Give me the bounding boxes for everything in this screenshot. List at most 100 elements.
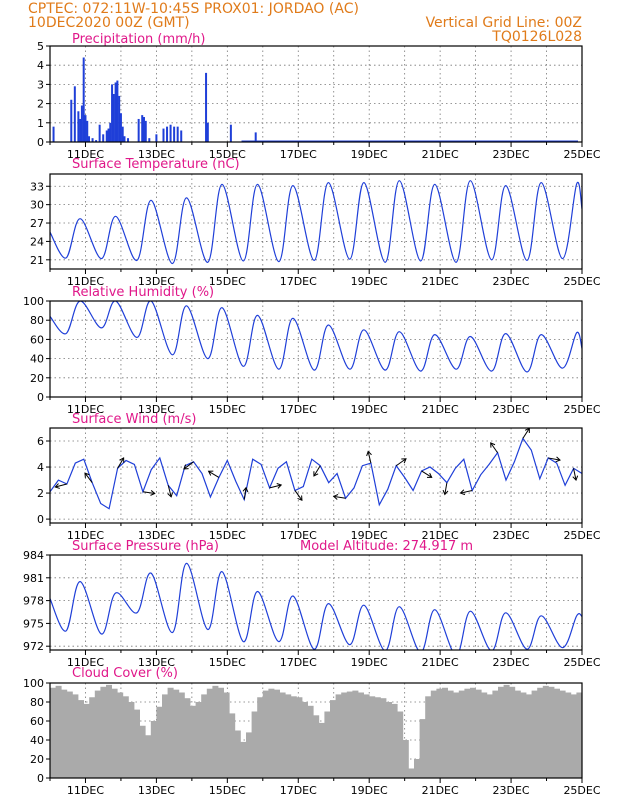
wind-arrow — [269, 483, 283, 489]
cloud-bar — [50, 687, 56, 778]
cloud-bar — [128, 702, 135, 778]
wind-arrow-head — [207, 470, 214, 476]
y-tick-label: 21 — [30, 254, 44, 267]
x-tick-label: 23DEC — [493, 656, 530, 669]
humidity-title: Relative Humidity (%) — [72, 285, 214, 300]
cloud-bar — [274, 689, 280, 778]
precip-bar — [91, 138, 94, 142]
x-tick-label: 23DEC — [493, 403, 530, 416]
cloud-bar — [201, 694, 208, 778]
temp-series-line — [50, 180, 582, 265]
cloud-bar — [380, 698, 387, 778]
x-tick-label: 21DEC — [422, 275, 459, 288]
x-tick-label: 19DEC — [351, 275, 388, 288]
precip-bar — [137, 118, 140, 142]
wind-arrow-shaft — [294, 490, 303, 501]
y-tick-label: 2 — [37, 487, 44, 500]
cloud-bar — [436, 688, 443, 778]
cloud-bar — [94, 690, 101, 778]
wind-arrow-head — [426, 472, 433, 478]
cloud-bar — [453, 692, 460, 778]
header-model-id: TQ0126L028 — [491, 29, 582, 45]
cloud-bar — [145, 735, 152, 778]
wind-arrow-head — [313, 471, 319, 477]
x-tick-label: 11DEC — [67, 656, 104, 669]
cloud-bar — [565, 692, 572, 778]
cloud-bar — [330, 700, 336, 778]
cloud-bar — [279, 692, 286, 778]
precip-bar — [176, 126, 179, 142]
wind-arrow — [490, 442, 498, 454]
precip-bar — [142, 117, 145, 142]
x-tick-label: 23DEC — [493, 148, 530, 161]
wind-arrow-shaft — [460, 489, 473, 494]
y-tick-label: 100 — [23, 677, 44, 690]
wind-arrow-shaft — [395, 458, 407, 467]
cloud-bar — [290, 696, 297, 778]
cloud-bar — [117, 692, 124, 778]
wind-arrow-shaft — [117, 457, 125, 469]
x-tick-label: 25DEC — [563, 403, 600, 416]
press-series-line — [50, 562, 582, 650]
cloud-bar — [475, 689, 482, 778]
plot-area — [50, 180, 582, 265]
cloud-bar — [313, 715, 320, 778]
cloud-bar — [470, 687, 476, 778]
y-tick-label: 24 — [30, 235, 44, 248]
cloud-bar — [481, 692, 488, 778]
cloud-bar — [414, 759, 420, 778]
wind-arrow-shaft — [243, 487, 247, 500]
x-tick-label: 15DEC — [209, 148, 246, 161]
precip-bar — [205, 72, 208, 142]
precip-bar — [121, 126, 124, 142]
wind-arrow-shaft — [208, 470, 220, 478]
y-tick-label: 0 — [37, 772, 44, 785]
cloud-bar — [178, 692, 185, 778]
precip-bar — [107, 128, 110, 142]
wind-arrow-shaft — [183, 461, 194, 470]
y-tick-label: 80 — [30, 314, 44, 327]
cloud-bar — [324, 711, 331, 778]
cloud-bar — [78, 700, 84, 778]
x-tick-label: 17DEC — [280, 275, 317, 288]
wind-arrow — [548, 456, 561, 463]
cloud-bar — [111, 688, 118, 778]
cloud-bar — [514, 690, 521, 778]
cloud-bar — [391, 703, 398, 778]
wind-arrow-shaft — [55, 483, 68, 488]
x-tick-label: 15DEC — [209, 529, 246, 542]
wind-arrow-head — [150, 490, 156, 496]
precip-bar — [80, 105, 83, 142]
cloud-bar — [223, 692, 230, 778]
wind-arrow — [84, 472, 93, 483]
cloud-bar — [352, 690, 359, 778]
wind-arrow-shaft — [142, 491, 155, 494]
y-tick-label: 0 — [37, 391, 44, 404]
wind-arrow — [142, 490, 156, 496]
wind-arrow — [167, 485, 174, 498]
precip-bar — [166, 126, 169, 142]
cloud-bar — [526, 694, 532, 778]
y-tick-label: 972 — [23, 640, 44, 653]
x-tick-label: 13DEC — [138, 656, 175, 669]
rh-series-line — [50, 301, 582, 373]
y-tick-label: 0 — [37, 136, 44, 149]
precip-bar — [162, 128, 165, 142]
cloud-bar — [509, 686, 516, 778]
cloud-bar — [83, 703, 90, 778]
cloud-bar — [576, 692, 582, 778]
y-tick-label: 3 — [37, 78, 44, 91]
cloud-bar — [262, 690, 269, 778]
cloud-bar — [234, 730, 241, 778]
precip-bar — [102, 134, 105, 142]
y-tick-label: 33 — [30, 180, 44, 193]
cloud-bar — [100, 686, 107, 778]
cloud-bar — [537, 687, 544, 778]
wind-arrow-head — [84, 472, 90, 478]
cloud-bar — [195, 702, 202, 778]
wind-arrow — [117, 457, 125, 469]
y-tick-label: 20 — [30, 753, 44, 766]
cloud-bar — [66, 691, 73, 778]
precip-bar — [73, 86, 76, 142]
precip-bar — [180, 130, 183, 142]
